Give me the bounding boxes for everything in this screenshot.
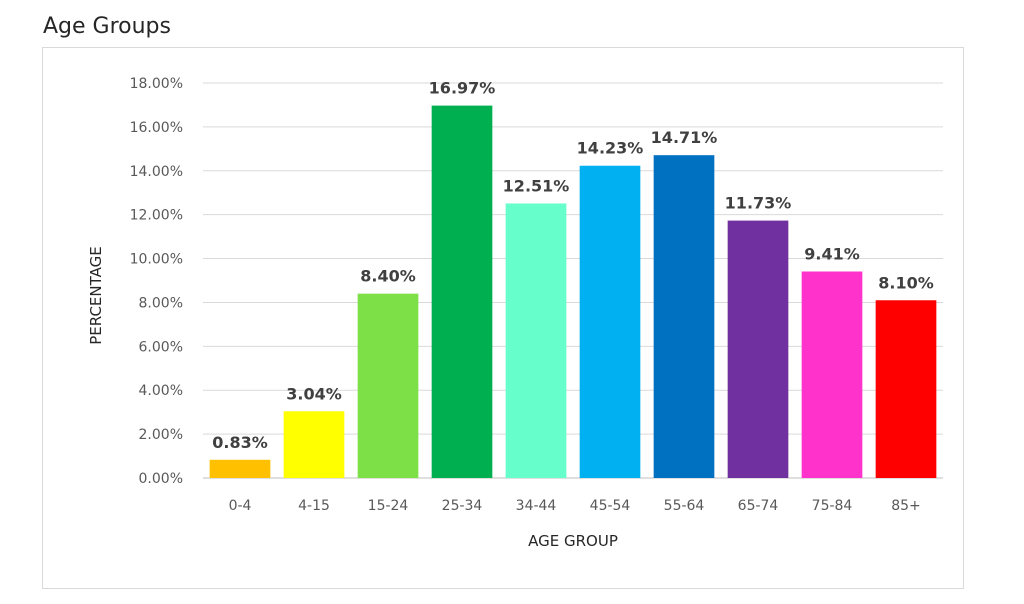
y-tick-label: 16.00% — [130, 120, 183, 136]
data-labels: 0.83% 3.04% 8.40% 16.97% 12.51% 14.23% 14.71% 1… — [212, 79, 934, 452]
x-tick-label: 45-54 — [590, 498, 631, 514]
bar-chart: 0.00% 2.00% 4.00% 6.00% 8.00% 10.00% 12.00% 14.… — [87, 76, 943, 550]
bar-45-54 — [579, 165, 641, 478]
x-tick-label: 25-34 — [442, 498, 483, 514]
bar-15-24 — [357, 293, 419, 478]
data-label: 14.23% — [577, 139, 644, 158]
y-axis-ticks: 0.00% 2.00% 4.00% 6.00% 8.00% 10.00% 12.00% 14.… — [130, 76, 183, 487]
y-tick-label: 8.00% — [139, 295, 183, 311]
data-label: 11.73% — [725, 194, 792, 213]
bar-85+ — [875, 300, 937, 478]
data-label: 8.40% — [360, 267, 416, 286]
data-label: 3.04% — [286, 384, 342, 403]
y-tick-label: 10.00% — [130, 252, 183, 268]
page-title: Age Groups — [43, 14, 171, 39]
bar-75-84 — [801, 271, 863, 478]
y-tick-label: 6.00% — [139, 339, 183, 355]
y-tick-label: 14.00% — [130, 164, 183, 180]
x-tick-label: 15-24 — [368, 498, 409, 514]
bar-25-34 — [431, 105, 493, 478]
bar-34-44 — [505, 203, 567, 478]
bar-0-4 — [209, 459, 271, 478]
x-tick-label: 85+ — [891, 498, 921, 514]
x-tick-label: 34-44 — [516, 498, 557, 514]
data-label: 0.83% — [212, 433, 268, 452]
y-axis-title: PERCENTAGE — [87, 246, 105, 344]
x-tick-label: 4-15 — [298, 498, 330, 514]
data-label: 16.97% — [429, 79, 496, 98]
x-tick-label: 75-84 — [812, 498, 853, 514]
data-label: 12.51% — [503, 176, 570, 195]
x-tick-label: 65-74 — [738, 498, 779, 514]
data-label: 9.41% — [804, 245, 860, 264]
y-tick-label: 12.00% — [130, 208, 183, 224]
bar-65-74 — [727, 220, 789, 478]
x-axis-ticks: 0-4 4-15 15-24 25-34 34-44 45-54 55-64 65-74 75-… — [229, 498, 921, 514]
x-tick-label: 0-4 — [229, 498, 252, 514]
chart-frame: 0.00% 2.00% 4.00% 6.00% 8.00% 10.00% 12.00% 14.… — [42, 47, 964, 589]
bar-4-15 — [283, 411, 345, 478]
y-tick-label: 2.00% — [139, 427, 183, 443]
y-tick-label: 0.00% — [139, 471, 183, 487]
data-label: 8.10% — [878, 273, 934, 292]
bar-55-64 — [653, 155, 715, 479]
y-tick-label: 18.00% — [130, 76, 183, 92]
x-tick-label: 55-64 — [664, 498, 705, 514]
bars — [209, 105, 937, 479]
x-axis-title: AGE GROUP — [528, 532, 618, 550]
data-label: 14.71% — [651, 128, 718, 147]
y-tick-label: 4.00% — [139, 383, 183, 399]
